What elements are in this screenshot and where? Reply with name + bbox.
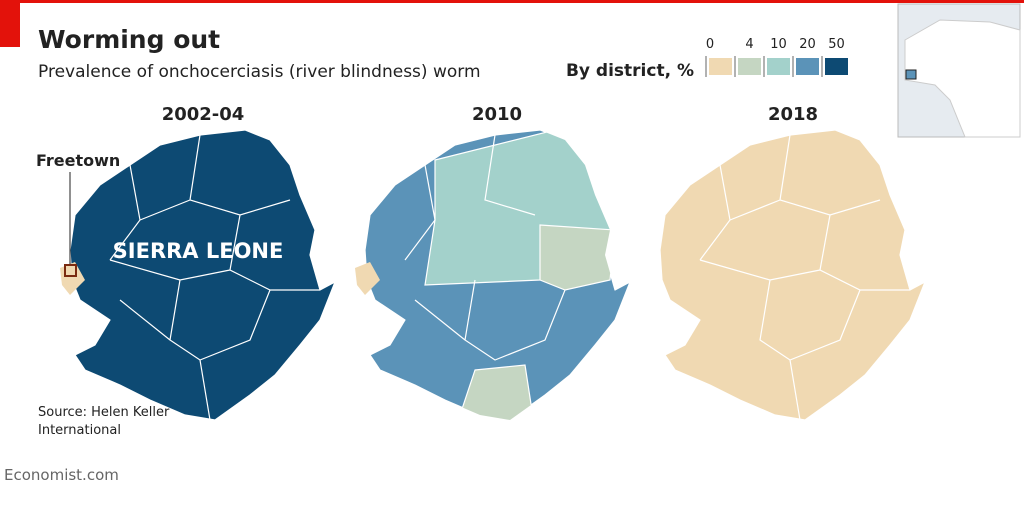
legend-title: By district, % <box>566 61 694 81</box>
city-label: Freetown <box>36 151 120 170</box>
subtitle: Prevalence of onchocerciasis (river blin… <box>38 62 481 82</box>
inset-map <box>897 3 1021 138</box>
legend-tick-label: 20 <box>799 37 816 52</box>
legend-tick-label: 0 <box>706 37 714 52</box>
legend-swatch <box>709 58 732 75</box>
legend-swatch <box>825 58 848 75</box>
top-rule <box>0 0 1024 3</box>
red-tab <box>0 3 20 47</box>
country-label: SIERRA LEONE <box>113 239 284 263</box>
legend-swatch <box>796 58 819 75</box>
legend-tick-label: 4 <box>745 37 753 52</box>
title: Worming out <box>38 25 220 54</box>
source: Source: Helen Keller International <box>38 405 170 438</box>
legend-tick-label: 10 <box>770 37 787 52</box>
legend-swatch <box>767 58 790 75</box>
footer: Economist.com <box>4 466 119 484</box>
map-title: 2010 <box>472 104 522 125</box>
map-2018 <box>659 129 926 421</box>
legend-swatch <box>738 58 761 75</box>
map-2002 <box>60 129 336 421</box>
legend-tick-label: 50 <box>828 37 845 52</box>
map-2010 <box>355 129 631 421</box>
map-title: 2002-04 <box>162 104 245 125</box>
map-title: 2018 <box>768 104 818 125</box>
